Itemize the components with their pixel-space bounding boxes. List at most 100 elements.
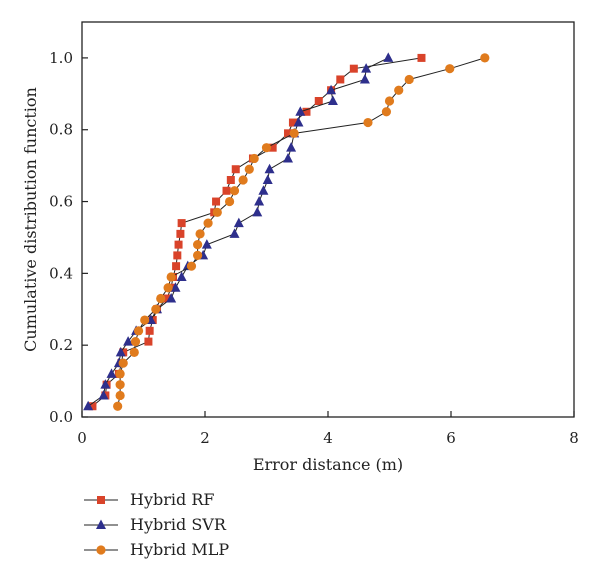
- y-axis: 0.0 0.2 0.4 0.6 0.8 1.0: [49, 49, 88, 426]
- data-point-hybrid-mlp: [133, 326, 144, 336]
- data-point-hybrid-rf: [349, 64, 358, 73]
- data-point-hybrid-rf: [212, 197, 221, 206]
- data-point-hybrid-mlp: [193, 250, 203, 261]
- data-point-hybrid-rf: [176, 229, 185, 238]
- x-axis: 0 2 4 6 8: [77, 411, 579, 447]
- data-point-hybrid-svr: [254, 196, 265, 206]
- data-point-hybrid-rf: [144, 337, 153, 346]
- data-point-hybrid-svr: [115, 346, 126, 357]
- data-point-hybrid-mlp: [193, 240, 203, 250]
- y-tick-label: 0.0: [49, 408, 73, 426]
- data-point-hybrid-rf: [284, 129, 293, 138]
- legend-item-hybrid-rf: Hybrid RF: [84, 490, 214, 509]
- x-tick-label: 0: [77, 429, 87, 447]
- data-point-hybrid-rf: [288, 118, 297, 127]
- data-point-hybrid-mlp: [115, 369, 125, 379]
- data-point-hybrid-mlp: [203, 218, 213, 228]
- data-point-hybrid-mlp: [229, 186, 240, 196]
- data-point-hybrid-rf: [226, 176, 235, 184]
- legend-label: Hybrid RF: [130, 490, 214, 509]
- y-tick-label: 0.6: [49, 193, 73, 211]
- data-point-hybrid-rf: [177, 219, 186, 228]
- data-point-hybrid-mlp: [156, 293, 166, 304]
- data-point-hybrid-mlp: [212, 207, 222, 217]
- legend-marker-hybrid-svr: [96, 519, 106, 529]
- data-point-hybrid-svr: [233, 217, 244, 228]
- data-point-hybrid-mlp: [289, 128, 299, 138]
- series-layer: [83, 52, 490, 411]
- legend-item-hybrid-mlp: Hybrid MLP: [84, 540, 229, 559]
- data-point-hybrid-mlp: [384, 96, 395, 106]
- data-point-hybrid-rf: [172, 262, 181, 271]
- data-point-hybrid-mlp: [151, 304, 161, 314]
- data-point-hybrid-svr: [283, 152, 294, 163]
- data-point-hybrid-mlp: [118, 358, 128, 368]
- data-point-hybrid-rf: [268, 143, 277, 152]
- data-point-hybrid-mlp: [115, 390, 125, 401]
- data-point-hybrid-svr: [286, 142, 297, 152]
- legend-marker-hybrid-mlp: [96, 545, 106, 555]
- y-tick-label: 1.0: [49, 49, 73, 67]
- data-point-hybrid-mlp: [186, 261, 197, 271]
- data-point-hybrid-rf: [231, 165, 240, 174]
- data-point-hybrid-mlp: [480, 53, 490, 63]
- data-point-hybrid-svr: [262, 174, 273, 184]
- data-point-hybrid-mlp: [129, 347, 139, 357]
- data-point-hybrid-mlp: [163, 283, 173, 293]
- x-tick-label: 6: [446, 429, 456, 447]
- x-tick-label: 2: [200, 429, 210, 447]
- data-point-hybrid-svr: [361, 63, 372, 73]
- data-point-hybrid-rf: [222, 186, 231, 195]
- data-point-hybrid-rf: [336, 75, 345, 84]
- y-axis-title: Cumulative distribution function: [21, 87, 40, 352]
- data-point-hybrid-svr: [123, 336, 134, 346]
- data-point-hybrid-mlp: [404, 74, 414, 85]
- data-point-hybrid-rf: [302, 107, 311, 116]
- data-point-hybrid-svr: [252, 206, 263, 217]
- series-hybrid-rf: [88, 53, 426, 411]
- series-hybrid-mlp: [113, 53, 490, 411]
- data-point-hybrid-rf: [145, 326, 154, 335]
- data-point-hybrid-svr: [170, 282, 181, 292]
- data-point-hybrid-svr: [166, 293, 177, 303]
- data-point-hybrid-rf: [173, 251, 182, 260]
- data-point-hybrid-mlp: [238, 175, 248, 185]
- series-line-hybrid-rf: [92, 57, 422, 407]
- legend-label: Hybrid MLP: [130, 540, 229, 559]
- data-point-hybrid-mlp: [445, 64, 455, 74]
- data-point-hybrid-svr: [98, 389, 109, 400]
- data-point-hybrid-svr: [258, 185, 269, 195]
- data-point-hybrid-svr: [326, 84, 337, 95]
- y-tick-label: 0.8: [49, 121, 73, 139]
- data-point-hybrid-svr: [359, 73, 370, 84]
- data-point-hybrid-svr: [83, 400, 94, 411]
- data-point-hybrid-svr: [176, 271, 187, 281]
- legend-marker-hybrid-rf: [97, 496, 105, 504]
- data-point-hybrid-svr: [106, 368, 117, 378]
- data-point-hybrid-svr: [229, 228, 240, 238]
- data-point-hybrid-mlp: [195, 229, 205, 239]
- y-tick-label: 0.2: [49, 336, 73, 354]
- x-axis-title: Error distance (m): [253, 455, 403, 474]
- data-point-hybrid-mlp: [381, 107, 392, 117]
- data-point-hybrid-mlp: [363, 117, 373, 128]
- data-point-hybrid-mlp: [140, 315, 150, 325]
- data-point-hybrid-svr: [100, 379, 111, 389]
- data-point-hybrid-mlp: [115, 380, 125, 390]
- data-point-hybrid-mlp: [249, 153, 259, 164]
- data-point-hybrid-mlp: [261, 143, 272, 153]
- data-point-hybrid-mlp: [113, 401, 123, 411]
- data-point-hybrid-mlp: [244, 164, 254, 174]
- data-point-hybrid-mlp: [166, 272, 176, 282]
- data-point-hybrid-rf: [417, 53, 426, 62]
- x-tick-label: 8: [569, 429, 579, 447]
- data-point-hybrid-svr: [295, 106, 306, 116]
- plot-frame: [81, 21, 575, 418]
- legend-label: Hybrid SVR: [130, 515, 227, 534]
- data-point-hybrid-svr: [264, 163, 275, 174]
- data-point-hybrid-svr: [293, 117, 304, 127]
- legend-item-hybrid-svr: Hybrid SVR: [84, 515, 227, 534]
- data-point-hybrid-mlp: [225, 196, 235, 207]
- data-point-hybrid-rf: [162, 294, 171, 303]
